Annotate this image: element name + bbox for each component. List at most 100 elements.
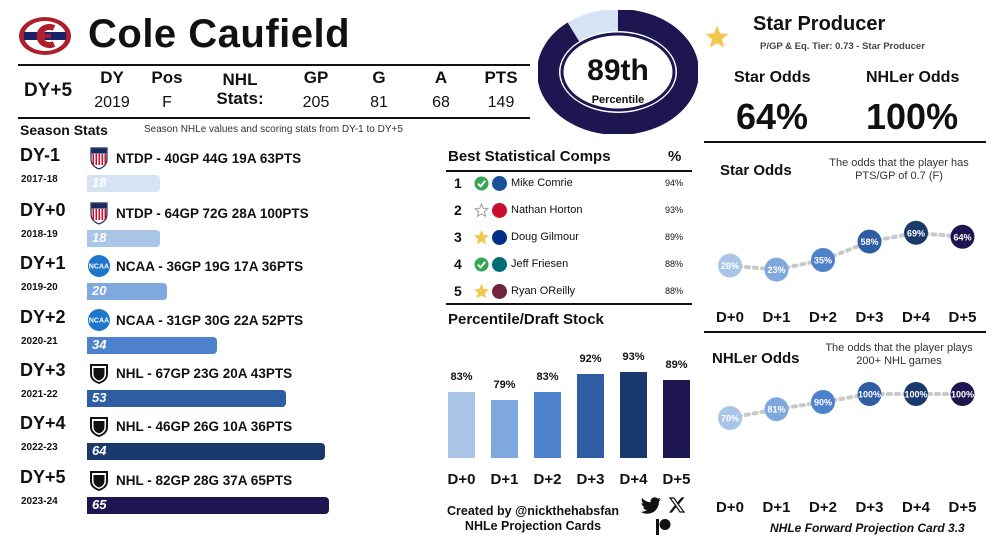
season-dy: DY+4: [20, 413, 66, 433]
draft-stock-bar-label: 83%: [450, 371, 472, 383]
header-bottom-rule: [18, 117, 530, 119]
header-col-label: G: [372, 68, 386, 87]
season-line: NCAA - 36GP 19G 17A 36PTS: [116, 259, 304, 274]
odds-point-label: 23%: [767, 265, 785, 275]
percentile-label: Percentile: [591, 94, 645, 106]
ntdp-logo: [90, 147, 108, 170]
percentile-donut: 89th Percentile: [537, 9, 699, 135]
comp-row: 3 Doug Gilmour 89%: [450, 227, 690, 249]
comp-row: 1 Mike Comrie 94%: [450, 173, 690, 195]
season-year: 2022-23: [21, 442, 58, 453]
card-version-footer: NHLe Forward Projection Card 3.3: [770, 521, 965, 535]
odds-point: [718, 253, 742, 278]
comp-name: Ryan OReilly: [511, 285, 576, 297]
season-line: NTDP - 40GP 44G 19A 63PTS: [116, 151, 302, 166]
comp-name: Jeff Friesen: [511, 258, 569, 270]
odds-trend-line: [728, 392, 965, 420]
season-nhle-bar: 34: [87, 337, 218, 354]
season-dy: DY+5: [20, 467, 66, 487]
draft-stock-bar-label: 92%: [579, 353, 601, 365]
star-tier-icon: [705, 25, 729, 48]
comp-row: 2 Nathan Horton 93%: [450, 200, 690, 222]
odds-point: [811, 248, 835, 272]
tier-subtitle: P/GP & Eq. Tier: 0.73 - Star Producer: [760, 41, 925, 52]
season-nhle-value: 18: [92, 175, 107, 190]
odds-point: [718, 406, 742, 430]
header-col-gp: GP 205: [281, 68, 351, 112]
odds-point-label: 70%: [721, 414, 739, 424]
odds-point-label: 100%: [904, 390, 927, 400]
comp-rank: 4: [454, 256, 462, 272]
comp-star-icon: [474, 284, 489, 299]
comp-star-outline-icon: [474, 203, 489, 218]
season-stats-title: Season Stats: [20, 122, 108, 138]
comp-row: 5 Ryan OReilly 88%: [450, 281, 690, 303]
comp-pct: 94%: [665, 178, 684, 188]
header-col-dy: DY 2019: [77, 68, 147, 112]
draft-stock-tick: D+1: [491, 471, 519, 488]
credit-author: Created by @nickthehabsfan: [447, 504, 619, 518]
season-nhle-bar: 18: [87, 230, 160, 247]
header-col-label: GP: [303, 68, 329, 87]
comps-title: Best Statistical Comps: [448, 148, 611, 165]
draft-stock-chart: 83% D+0 79% D+1 83% D+2 92% D+3 93% D+4 89% D+5: [448, 351, 691, 488]
credit-project: NHLe Projection Cards: [464, 519, 602, 533]
season-nhle-bar: 20: [87, 283, 167, 300]
draft-stock-bar-label: 79%: [493, 379, 515, 391]
nhler-odds-chart-title: NHLer Odds: [712, 350, 800, 367]
comp-pct: 88%: [665, 259, 684, 269]
star-odds-chart-title: Star Odds: [720, 162, 792, 179]
comp-star-icon: [474, 230, 489, 245]
team-logo-icon: [492, 257, 507, 272]
patreon-icon[interactable]: [655, 518, 671, 536]
season-year: 2017-18: [21, 174, 58, 185]
draft-stock-tick: D+5: [663, 471, 691, 488]
season-line: NCAA - 31GP 30G 22A 52PTS: [116, 313, 304, 328]
draft-stock-tick: D+3: [577, 471, 605, 488]
header-col-label: NHL: [222, 70, 258, 89]
twitter-bird-icon[interactable]: [640, 497, 662, 515]
odds-point-label: 90%: [814, 398, 832, 408]
season-year: 2021-22: [21, 389, 58, 400]
comp-check-icon: [474, 176, 489, 191]
odds-point-label: 28%: [721, 261, 739, 271]
header-col-label: PTS: [484, 68, 518, 87]
season-nhle-bar: 53: [87, 390, 286, 407]
season-dy: DY+2: [20, 307, 66, 327]
comp-name: Mike Comrie: [511, 177, 573, 189]
header-col-value: 149: [487, 94, 515, 111]
ncaa-logo: NCAA: [88, 255, 110, 277]
draft-stock-bar: [663, 380, 690, 458]
season-nhle-value: 18: [92, 230, 107, 245]
odds-point-label: 69%: [907, 228, 925, 238]
nhl-logo: [90, 364, 108, 384]
x-logo-icon[interactable]: [669, 497, 685, 513]
odds-point: [811, 390, 835, 414]
odds-tick: D+3: [856, 499, 884, 516]
odds-point-label: 100%: [951, 390, 974, 400]
header-col-label: Pos: [151, 68, 183, 87]
nhler-odds-chart: 70% D+0 81% D+1 90% D+2 100% D+3 100% D+4 100% D+5: [716, 382, 976, 516]
odds-tick: D+1: [763, 499, 791, 516]
season-nhle-bar: 65: [87, 497, 329, 514]
team-logo-icon: [492, 284, 507, 299]
season-dy: DY+1: [20, 253, 66, 273]
nhl-logo: [90, 471, 108, 491]
draft-stock-bar: [491, 400, 518, 458]
header-col-a: A 68: [406, 68, 476, 112]
header-col-value: 2019: [94, 94, 130, 111]
odds-tick: D+3: [856, 309, 884, 326]
odds-point: [904, 382, 928, 406]
header-col-value: 81: [370, 94, 388, 111]
odds-tick: D+4: [902, 309, 931, 326]
header-col-value: F: [162, 94, 172, 111]
odds-rule: [704, 141, 986, 143]
header-col-pts: PTS 149: [466, 68, 536, 112]
star-odds-value: 64%: [736, 96, 809, 137]
season-stats-subtitle: Season NHLe values and scoring stats fro…: [144, 124, 403, 135]
comp-pct: 88%: [665, 286, 684, 296]
odds-point: [857, 382, 882, 406]
odds-point: [950, 224, 975, 249]
season-year: 2019-20: [21, 282, 58, 293]
season-line: NHL - 82GP 28G 37A 65PTS: [116, 473, 293, 488]
